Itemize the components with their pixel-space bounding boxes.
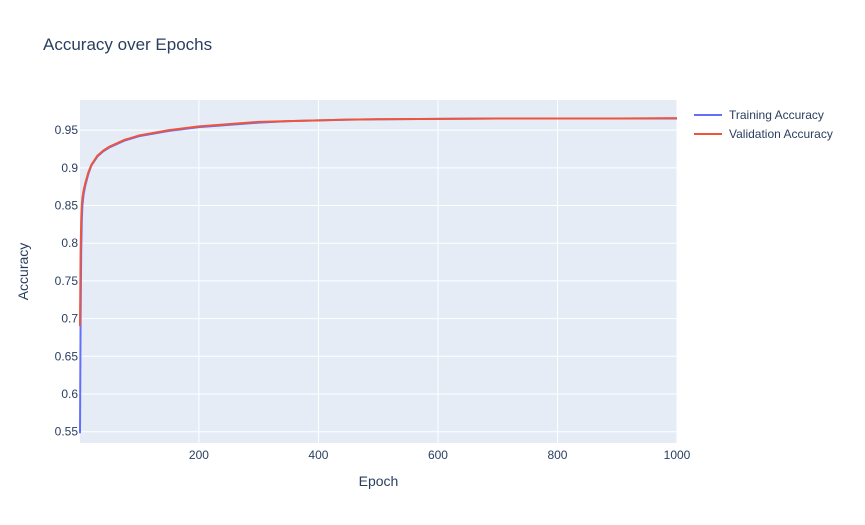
y-axis-ticks: 0.55 0.6 0.65 0.7 0.75 0.8 0.85 0.9 0.95 bbox=[55, 123, 79, 439]
chart-title: Accuracy over Epochs bbox=[43, 35, 212, 54]
x-tick-label: 200 bbox=[189, 448, 209, 462]
y-tick-label: 0.85 bbox=[55, 199, 79, 213]
legend-item-validation-accuracy[interactable]: Validation Accuracy bbox=[694, 127, 833, 141]
legend-label: Validation Accuracy bbox=[729, 127, 833, 141]
y-tick-label: 0.9 bbox=[61, 161, 78, 175]
legend-label: Training Accuracy bbox=[729, 108, 824, 122]
x-tick-label: 1000 bbox=[664, 448, 691, 462]
x-tick-label: 600 bbox=[428, 448, 448, 462]
x-axis-ticks: 200 400 600 800 1000 bbox=[189, 448, 691, 462]
y-tick-label: 0.75 bbox=[55, 274, 79, 288]
y-tick-label: 0.55 bbox=[55, 425, 79, 439]
series-lines bbox=[79, 117, 678, 434]
y-tick-label: 0.8 bbox=[61, 236, 78, 250]
x-axis-title: Epoch bbox=[359, 473, 399, 489]
series-line-validation-accuracy bbox=[79, 117, 678, 327]
y-tick-label: 0.6 bbox=[61, 387, 78, 401]
y-tick-label: 0.65 bbox=[55, 349, 79, 363]
legend[interactable]: Training Accuracy Validation Accuracy bbox=[694, 108, 833, 141]
grid-lines bbox=[80, 100, 678, 443]
y-tick-label: 0.95 bbox=[55, 123, 79, 137]
x-tick-label: 800 bbox=[547, 448, 567, 462]
y-axis-title: Accuracy bbox=[15, 243, 31, 301]
y-tick-label: 0.7 bbox=[61, 312, 78, 326]
plot-area bbox=[80, 100, 677, 443]
x-tick-label: 400 bbox=[308, 448, 328, 462]
legend-item-training-accuracy[interactable]: Training Accuracy bbox=[694, 108, 824, 122]
